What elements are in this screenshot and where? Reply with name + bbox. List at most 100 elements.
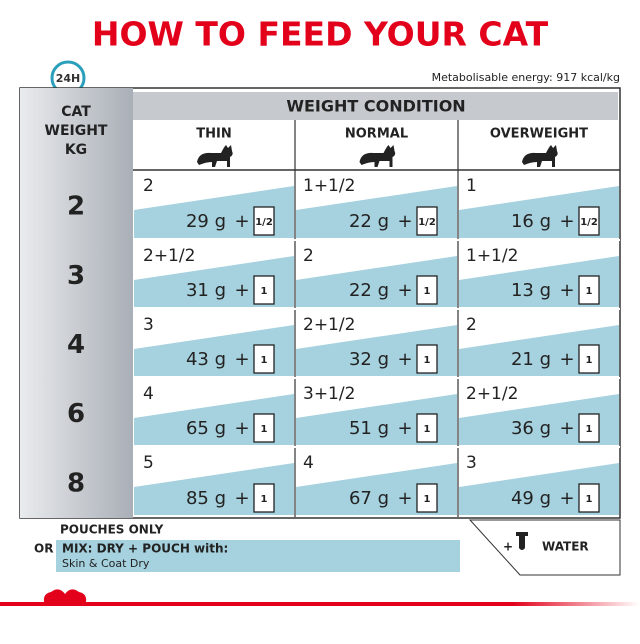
grams: 32 g — [349, 349, 389, 370]
pouches: 2+1/2 — [143, 246, 195, 266]
title: HOW TO FEED YOUR CAT — [92, 15, 549, 54]
grams: 65 g — [186, 418, 226, 439]
water-box — [468, 519, 621, 576]
plus: + — [234, 280, 249, 301]
pouch-portion: 1 — [424, 494, 431, 505]
plus: + — [559, 488, 574, 509]
pouches: 2 — [303, 246, 314, 266]
pouch-portion: 1 — [261, 494, 268, 505]
grams: 31 g — [186, 280, 226, 301]
water-icon — [516, 532, 528, 550]
grams: 29 g — [186, 211, 226, 232]
pouches: 2 — [466, 315, 477, 335]
pouch-portion: 1 — [586, 355, 593, 366]
grams: 22 g — [349, 211, 389, 232]
pouch-portion: 1 — [424, 355, 431, 366]
pouch-portion: 1 — [261, 355, 268, 366]
pouch-portion: 1 — [586, 424, 593, 435]
cat-icon — [522, 145, 558, 167]
grams: 21 g — [511, 349, 551, 370]
red-rule — [0, 602, 640, 606]
pouches: 1+1/2 — [303, 176, 355, 196]
pouch-icon — [416, 344, 438, 374]
grams: 36 g — [511, 418, 551, 439]
pouch-icon — [416, 275, 438, 305]
pouches: 4 — [303, 453, 314, 473]
pouch-icon — [578, 275, 600, 305]
pouch-icon — [578, 413, 600, 443]
pouch-portion: 1/2 — [255, 217, 273, 228]
pouch-icon — [578, 344, 600, 374]
pouch-icon — [416, 413, 438, 443]
plus: + — [397, 280, 412, 301]
plus: + — [397, 418, 412, 439]
cat-icon — [359, 145, 396, 167]
pouches: 1+1/2 — [466, 246, 518, 266]
pouch-icon — [253, 344, 275, 374]
pouches: 2 — [143, 176, 154, 196]
plus: + — [234, 211, 249, 232]
pouches: 5 — [143, 453, 154, 473]
corner-line: CAT — [61, 104, 91, 120]
pouches: 3 — [143, 315, 154, 335]
pouch-icon — [253, 413, 275, 443]
pouch-icon — [253, 206, 275, 236]
energy: Metabolisable energy: 917 kcal/kg — [432, 71, 620, 84]
weight: 3 — [67, 261, 85, 291]
cat-icon — [197, 145, 233, 167]
pouches: 1 — [466, 176, 477, 196]
weight: 8 — [67, 469, 85, 499]
column-header: NORMAL — [345, 127, 408, 142]
pouches: 4 — [143, 384, 154, 404]
plus: + — [397, 349, 412, 370]
logo — [43, 589, 87, 606]
plus: + — [559, 349, 574, 370]
column-header: THIN — [196, 127, 231, 142]
plus: + — [397, 211, 412, 232]
pouch-portion: 1/2 — [418, 217, 436, 228]
pouch-portion: 1/2 — [580, 217, 598, 228]
or: OR — [34, 542, 53, 556]
mix-box — [56, 540, 460, 572]
pouches-only: POUCHES ONLY — [60, 523, 164, 537]
plus: + — [559, 280, 574, 301]
grams: 22 g — [349, 280, 389, 301]
pouches: 2+1/2 — [466, 384, 518, 404]
pouch-portion: 1 — [261, 286, 268, 297]
plus: + — [234, 488, 249, 509]
plus: + — [234, 418, 249, 439]
pouch-portion: 1 — [586, 286, 593, 297]
pouch-portion: 1 — [424, 424, 431, 435]
weight: 6 — [67, 399, 85, 429]
pouches: 2+1/2 — [303, 315, 355, 335]
pouch-portion: 1 — [261, 424, 268, 435]
corner-line: KG — [65, 142, 87, 158]
grams: 16 g — [511, 211, 551, 232]
group-header: WEIGHT CONDITION — [286, 97, 465, 116]
grams: 67 g — [349, 488, 389, 509]
grams: 43 g — [186, 349, 226, 370]
column-header: OVERWEIGHT — [490, 127, 588, 142]
weight: 4 — [67, 330, 85, 360]
weight: 2 — [67, 192, 85, 222]
plus: + — [559, 418, 574, 439]
grams: 85 g — [186, 488, 226, 509]
water-plus: + — [503, 540, 513, 554]
pouch-icon — [416, 483, 438, 513]
plus: + — [397, 488, 412, 509]
pouch-portion: 1 — [424, 286, 431, 297]
corner-line: WEIGHT — [45, 123, 108, 139]
pouch-icon — [578, 483, 600, 513]
pouches: 3 — [466, 453, 477, 473]
grams: 51 g — [349, 418, 389, 439]
pouch-icon — [416, 206, 438, 236]
pouch-portion: 1 — [586, 494, 593, 505]
pouch-icon — [578, 206, 600, 236]
badge: 24H — [56, 72, 81, 85]
plus: + — [234, 349, 249, 370]
weight-column — [20, 88, 133, 518]
pouch-icon — [253, 483, 275, 513]
pouch-icon — [253, 275, 275, 305]
